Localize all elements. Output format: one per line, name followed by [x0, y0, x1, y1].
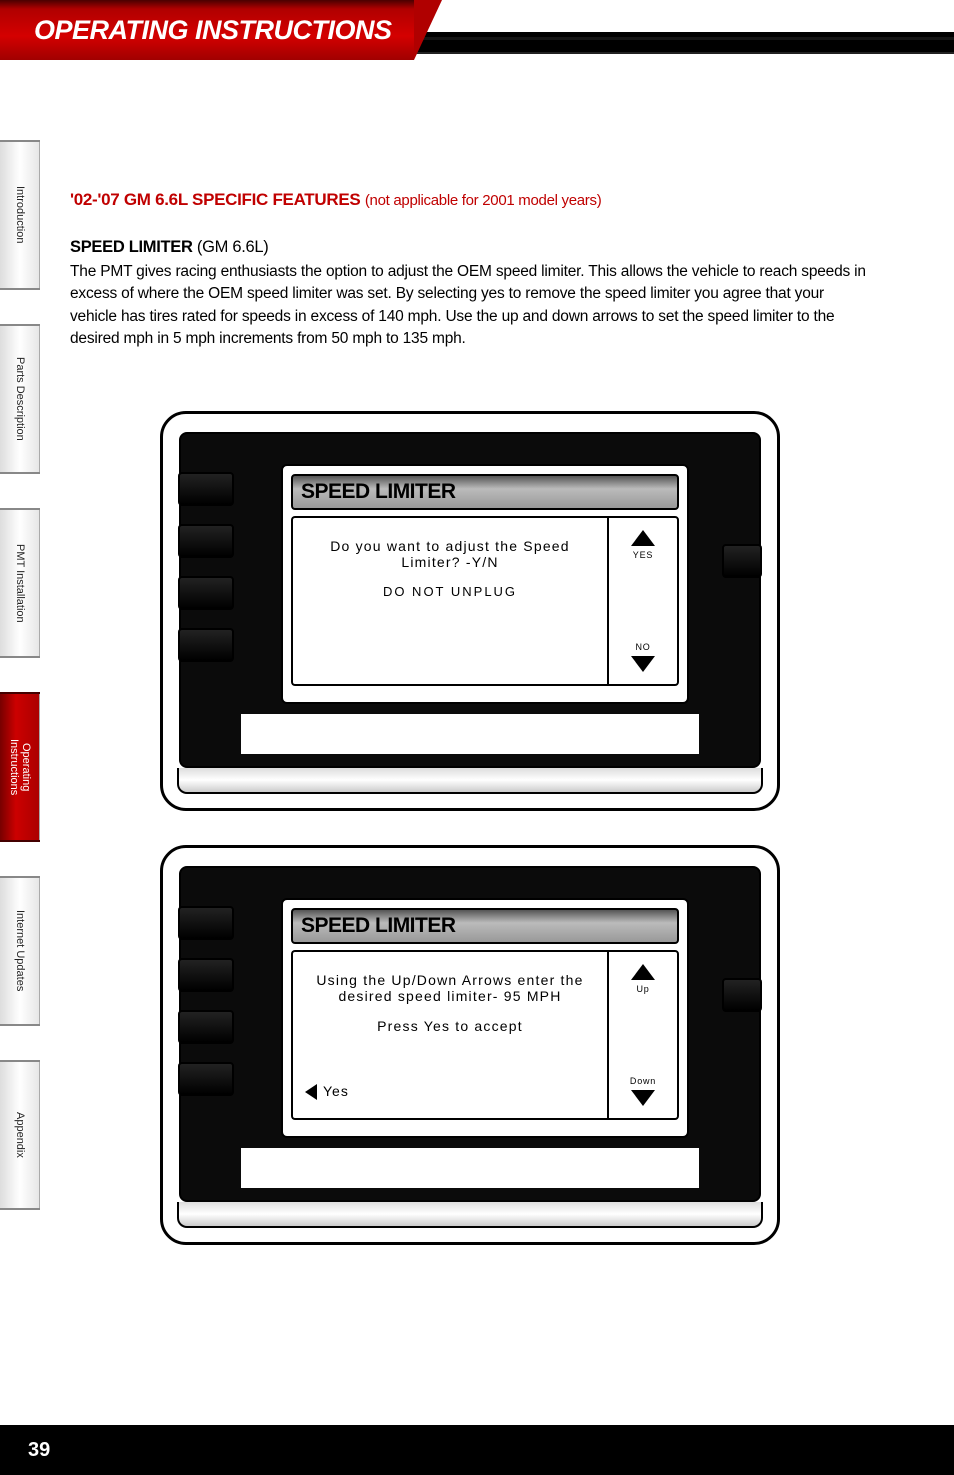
screen-prompt-line: Using the Up/Down Arrows enter the desir… — [305, 972, 595, 1004]
device-body: SPEED LIMITER Using the Up/Down Arrows e… — [179, 866, 761, 1202]
arrow-up-icon — [631, 964, 655, 980]
screen-main-area: Using the Up/Down Arrows enter the desir… — [291, 950, 607, 1120]
yes-label: Yes — [323, 1083, 349, 1099]
tab-operating-instructions[interactable]: Operating Instructions — [0, 692, 40, 842]
side-bottom-label: Down — [630, 1076, 656, 1086]
device-brand-text: BULLY DOG — [446, 1159, 542, 1176]
screen-title: SPEED LIMITER — [291, 908, 679, 944]
device-right-buttons — [722, 544, 762, 578]
device-screen-1: SPEED LIMITER Do you want to adjust the … — [160, 411, 780, 811]
device-button[interactable] — [178, 958, 234, 992]
bulldog-logo-icon — [398, 720, 436, 748]
tab-internet-updates[interactable]: Internet Updates — [0, 876, 40, 1026]
page-footer: 39 — [0, 1425, 954, 1475]
tab-introduction[interactable]: Introduction — [0, 140, 40, 290]
yes-confirm-row[interactable]: Yes — [305, 1083, 595, 1100]
device-button[interactable] — [178, 906, 234, 940]
device-illustrations: SPEED LIMITER Do you want to adjust the … — [70, 411, 870, 1245]
device-brand-text: BULLY DOG — [446, 725, 542, 742]
feature-heading: '02-'07 GM 6.6L SPECIFIC FEATURES (not a… — [70, 190, 870, 210]
chapter-banner: OPERATING INSTRUCTIONS — [0, 0, 414, 60]
screen-warning-line: DO NOT UNPLUG — [305, 584, 595, 599]
device-button[interactable] — [178, 628, 234, 662]
device-button[interactable] — [722, 544, 762, 578]
device-screen: SPEED LIMITER Do you want to adjust the … — [281, 464, 689, 704]
device-base — [177, 768, 763, 794]
device-screen-2: SPEED LIMITER Using the Up/Down Arrows e… — [160, 845, 780, 1245]
up-indicator[interactable]: Up — [631, 964, 655, 994]
page-number: 39 — [28, 1439, 50, 1462]
device-button[interactable] — [178, 1062, 234, 1096]
device-right-buttons — [722, 978, 762, 1012]
arrow-up-icon — [631, 530, 655, 546]
screen-body: Do you want to adjust the Speed Limiter?… — [291, 516, 679, 686]
device-button[interactable] — [178, 1010, 234, 1044]
feature-note-text: (not applicable for 2001 model years) — [365, 192, 602, 209]
screen-main-area: Do you want to adjust the Speed Limiter?… — [291, 516, 607, 686]
device-button[interactable] — [722, 978, 762, 1012]
device-button[interactable] — [178, 576, 234, 610]
main-content: '02-'07 GM 6.6L SPECIFIC FEATURES (not a… — [70, 190, 870, 1245]
device-base — [177, 1202, 763, 1228]
no-indicator[interactable]: NO — [631, 642, 655, 672]
arrow-down-icon — [631, 656, 655, 672]
device-screen: SPEED LIMITER Using the Up/Down Arrows e… — [281, 898, 689, 1138]
screen-body: Using the Up/Down Arrows enter the desir… — [291, 950, 679, 1120]
device-brand-bar: BULLY DOG — [241, 1148, 699, 1188]
device-brand-bar: BULLY DOG — [241, 714, 699, 754]
page-header: OPERATING INSTRUCTIONS — [0, 0, 954, 80]
device-left-buttons — [178, 906, 234, 1096]
arrow-left-icon — [305, 1084, 317, 1100]
device-button[interactable] — [178, 472, 234, 506]
arrow-down-icon — [631, 1090, 655, 1106]
tab-parts-description[interactable]: Parts Description — [0, 324, 40, 474]
side-top-label: Up — [636, 984, 649, 994]
down-indicator[interactable]: Down — [630, 1076, 656, 1106]
sub-heading: SPEED LIMITER (GM 6.6L) — [70, 238, 870, 257]
side-bottom-label: NO — [635, 642, 650, 652]
sub-title-text: SPEED LIMITER — [70, 238, 193, 256]
device-button[interactable] — [178, 524, 234, 558]
device-left-buttons — [178, 472, 234, 662]
bulldog-logo-icon — [398, 1154, 436, 1182]
screen-side-column: Up Down — [607, 950, 679, 1120]
section-tabs: Introduction Parts Description PMT Insta… — [0, 140, 40, 1210]
sub-title-paren: (GM 6.6L) — [197, 238, 269, 256]
feature-title-text: '02-'07 GM 6.6L SPECIFIC FEATURES — [70, 190, 360, 209]
screen-side-column: YES NO — [607, 516, 679, 686]
tab-appendix[interactable]: Appendix — [0, 1060, 40, 1210]
yes-indicator[interactable]: YES — [631, 530, 655, 560]
side-top-label: YES — [633, 550, 653, 560]
screen-prompt-line: Do you want to adjust the Speed Limiter?… — [305, 538, 595, 570]
tab-pmt-installation[interactable]: PMT Installation — [0, 508, 40, 658]
device-body: SPEED LIMITER Do you want to adjust the … — [179, 432, 761, 768]
body-paragraph: The PMT gives racing enthusiasts the opt… — [70, 261, 870, 351]
screen-accept-line: Press Yes to accept — [305, 1018, 595, 1034]
chapter-title: OPERATING INSTRUCTIONS — [34, 15, 392, 46]
screen-title: SPEED LIMITER — [291, 474, 679, 510]
